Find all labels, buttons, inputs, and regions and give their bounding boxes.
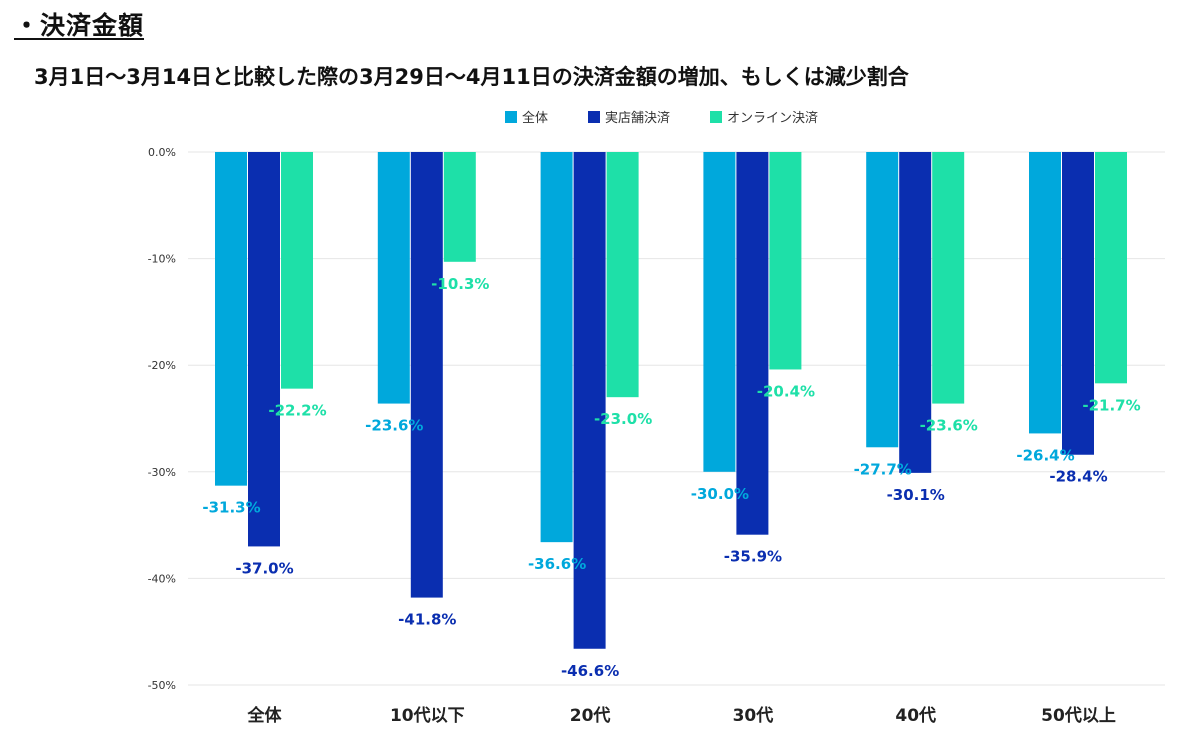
y-tick-label: -30% (148, 466, 176, 479)
bar (215, 152, 247, 486)
legend-swatch (505, 111, 517, 123)
bar (769, 152, 802, 370)
data-label: -41.8% (398, 611, 456, 629)
data-label: -27.7% (854, 460, 912, 478)
bar (248, 152, 280, 547)
legend-label: オンライン決済 (727, 110, 818, 126)
y-tick-label: 0.0% (148, 146, 176, 159)
data-label: -35.9% (724, 548, 782, 566)
x-tick-label: 全体 (247, 705, 283, 726)
legend-label: 実店舗決済 (605, 110, 670, 126)
data-label: -37.0% (235, 559, 293, 577)
y-tick-label: -40% (148, 572, 176, 585)
bar (540, 152, 573, 543)
bar (1062, 152, 1094, 455)
data-label: -23.6% (365, 417, 423, 435)
data-label: -26.4% (1016, 446, 1074, 464)
x-tick-label: 40代 (895, 705, 936, 726)
y-tick-label: -10% (148, 253, 176, 266)
legend-label: 全体 (522, 110, 548, 126)
x-tick-label: 20代 (570, 705, 611, 726)
data-label: -46.6% (561, 662, 619, 680)
bar (1095, 152, 1127, 384)
bar (410, 152, 443, 598)
y-tick-label: -20% (148, 359, 176, 372)
bar (1029, 152, 1061, 434)
data-label: -20.4% (757, 382, 815, 400)
y-tick-label: -50% (148, 679, 176, 692)
bar (736, 152, 769, 535)
data-label: -22.2% (268, 402, 326, 420)
data-label: -23.6% (920, 417, 978, 435)
bar (573, 152, 606, 649)
bar (703, 152, 736, 472)
bar (443, 152, 476, 262)
data-label: -36.6% (528, 555, 586, 573)
chart-title: 3月1日～3月14日と比較した際の3月29日～4月11日の決済金額の増加、もしく… (34, 65, 909, 89)
bar (899, 152, 932, 473)
bar (377, 152, 410, 404)
bar (281, 152, 313, 389)
data-label: -10.3% (431, 275, 489, 293)
data-label: -30.1% (887, 486, 945, 504)
data-label: -28.4% (1049, 468, 1107, 486)
section-heading: ・決済金額 (14, 11, 145, 40)
bar (606, 152, 639, 398)
legend-swatch (588, 111, 600, 123)
data-label: -31.3% (202, 499, 260, 517)
data-label: -23.0% (594, 410, 652, 428)
legend-swatch (710, 111, 722, 123)
data-label: -21.7% (1082, 396, 1140, 414)
x-tick-label: 50代以上 (1041, 705, 1116, 726)
data-label: -30.0% (691, 485, 749, 503)
bar (932, 152, 965, 404)
x-tick-label: 30代 (733, 705, 774, 726)
x-tick-label: 10代以下 (390, 705, 465, 726)
bar (866, 152, 899, 448)
